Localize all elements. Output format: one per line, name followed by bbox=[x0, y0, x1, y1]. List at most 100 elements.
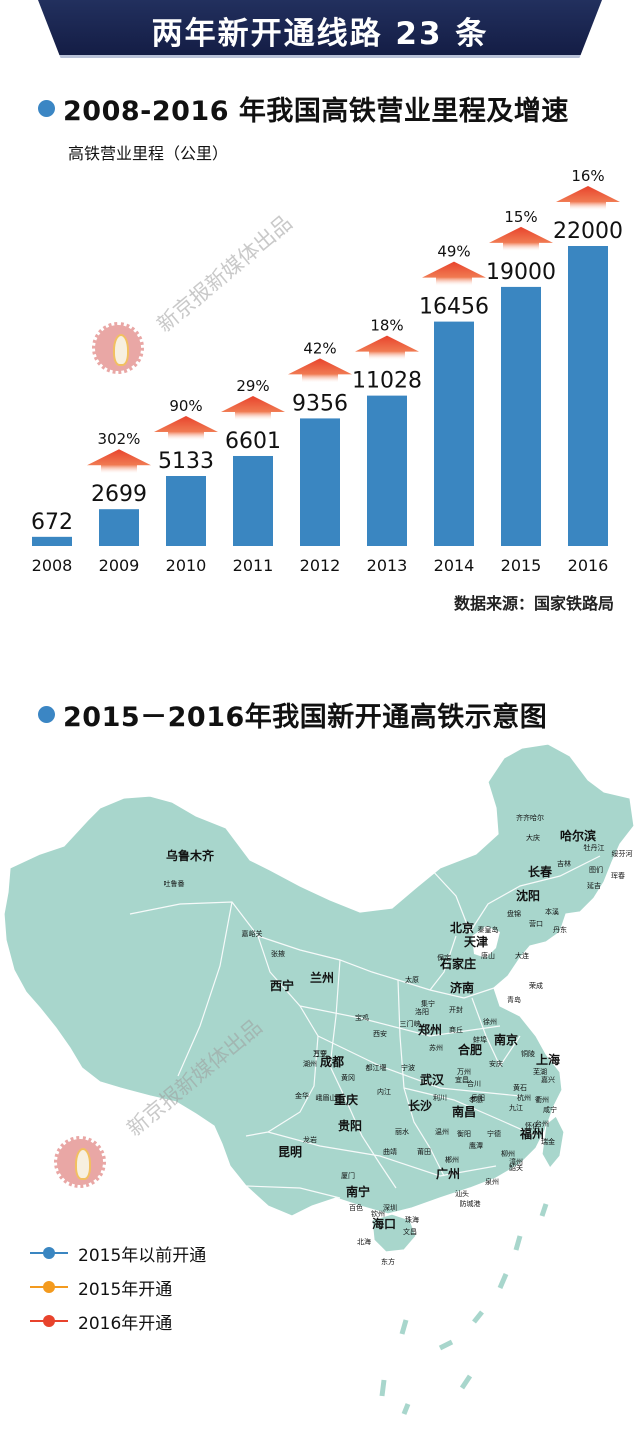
section1-title: 2008-2016 年我国高铁营业里程及增速 bbox=[63, 95, 569, 127]
bar bbox=[166, 476, 206, 546]
growth-arrow-icon bbox=[556, 186, 620, 210]
city-label-major: 南京 bbox=[494, 1032, 518, 1047]
city-label-minor: 大连 bbox=[515, 951, 529, 960]
city-label-minor: 柳州 bbox=[501, 1149, 515, 1158]
city-label-major: 沈阳 bbox=[516, 888, 540, 903]
city-label-minor: 台州 bbox=[535, 1119, 549, 1128]
city-label-minor: 宁德 bbox=[487, 1129, 501, 1138]
city-label-minor: 怀化 bbox=[525, 1121, 539, 1130]
city-label-minor: 嘉兴 bbox=[541, 1075, 555, 1084]
city-label-major: 贵阳 bbox=[338, 1118, 362, 1133]
city-label-major: 北京 bbox=[450, 920, 474, 935]
city-label-major: 合肥 bbox=[458, 1042, 482, 1057]
city-label-minor: 宝鸡 bbox=[355, 1013, 369, 1022]
growth-arrow-icon bbox=[489, 226, 553, 251]
bar-value-label: 5133 bbox=[158, 449, 214, 474]
city-label-minor: 峨眉山 bbox=[316, 1093, 337, 1102]
city-label-minor: 大庆 bbox=[526, 833, 540, 842]
legend-line-icon bbox=[30, 1281, 68, 1293]
legend-dot-icon bbox=[43, 1281, 55, 1293]
city-label-minor: 利川 bbox=[433, 1093, 447, 1102]
growth-rate-label: 49% bbox=[437, 243, 470, 261]
x-tick-label: 2012 bbox=[300, 556, 341, 575]
bullet-dot-icon bbox=[38, 705, 55, 723]
x-tick-label: 2011 bbox=[233, 556, 274, 575]
city-label-minor: 盘锦 bbox=[507, 909, 521, 918]
mileage-bar-chart: 672 2008 2699 2009 302% 5133 2010 90% 6601 2011 29… bbox=[31, 167, 623, 575]
bar-value-label: 11028 bbox=[352, 369, 422, 394]
city-label-minor: 宁波 bbox=[401, 1063, 415, 1072]
city-label-minor: 宜昌 bbox=[455, 1075, 469, 1084]
city-label-minor: 太原 bbox=[405, 975, 419, 984]
publisher-logo-icon bbox=[54, 1136, 106, 1188]
city-label-minor: 万州 bbox=[457, 1068, 471, 1076]
y-axis-unit-label: 高铁营业里程（公里） bbox=[68, 144, 229, 163]
city-label-major: 长沙 bbox=[408, 1098, 432, 1113]
x-tick-label: 2009 bbox=[99, 556, 140, 575]
city-label-minor: 郴州 bbox=[445, 1155, 459, 1164]
city-label-minor: 孝感 bbox=[469, 1095, 483, 1104]
city-label-minor: 图们 bbox=[589, 865, 603, 874]
city-label-minor: 集宁 bbox=[421, 999, 435, 1008]
x-tick-label: 2016 bbox=[568, 556, 609, 575]
city-label-minor: 钦州 bbox=[371, 1209, 385, 1218]
city-label-minor: 绥芬河 bbox=[612, 849, 633, 858]
city-label-minor: 荣成 bbox=[529, 981, 543, 990]
city-label-minor: 牡丹江 bbox=[584, 843, 605, 852]
city-label-minor: 商丘 bbox=[449, 1025, 463, 1034]
growth-rate-label: 16% bbox=[571, 167, 604, 185]
legend-label: 2015年开通 bbox=[78, 1279, 173, 1300]
city-label-minor: 洛阳 bbox=[415, 1007, 429, 1016]
city-label-minor: 温州 bbox=[435, 1127, 449, 1136]
city-label-minor: 黄冈 bbox=[341, 1073, 355, 1082]
section2-header: 2015－2016年我国新开通高铁示意图 bbox=[38, 694, 547, 734]
bar-value-label: 6601 bbox=[225, 429, 281, 454]
banner-background bbox=[38, 0, 602, 58]
city-label-major: 长春 bbox=[528, 864, 553, 879]
growth-rate-label: 90% bbox=[169, 397, 202, 415]
city-label-minor: 三亚 bbox=[313, 1050, 327, 1058]
city-label-major: 乌鲁木齐 bbox=[166, 848, 215, 863]
city-label-minor: 莆田 bbox=[417, 1147, 431, 1156]
map-legend: 2015年以前开通 2015年开通 2016年开通 bbox=[30, 1236, 206, 1338]
banner-title: 两年新开通线路 23 条 bbox=[151, 16, 489, 52]
growth-rate-label: 302% bbox=[98, 430, 141, 448]
city-label-minor: 防城港 bbox=[460, 1199, 481, 1208]
city-label-major: 昆明 bbox=[278, 1145, 302, 1159]
city-label-minor: 安庆 bbox=[489, 1059, 503, 1068]
city-label-minor: 吉林 bbox=[557, 859, 571, 868]
city-label-minor: 齐齐哈尔 bbox=[516, 813, 544, 822]
city-label-minor: 珲春 bbox=[611, 871, 625, 880]
bar bbox=[434, 321, 474, 546]
city-label-major: 南宁 bbox=[346, 1184, 370, 1199]
bohai-sea-shape bbox=[472, 926, 500, 958]
city-label-minor: 铜陵 bbox=[521, 1049, 535, 1058]
city-label-minor: 青岛 bbox=[507, 995, 521, 1004]
city-label-minor: 鹰潭 bbox=[469, 1141, 483, 1150]
bar-value-label: 19000 bbox=[486, 260, 556, 285]
growth-rate-label: 29% bbox=[236, 377, 269, 395]
city-label-minor: 曲靖 bbox=[383, 1147, 397, 1156]
city-label-minor: 蚌埠 bbox=[473, 1035, 487, 1044]
city-label-major: 西宁 bbox=[270, 978, 294, 993]
city-label-major: 重庆 bbox=[334, 1092, 358, 1107]
city-label-minor: 杭州 bbox=[517, 1093, 531, 1102]
publisher-logo-icon bbox=[92, 322, 144, 374]
city-label-minor: 吐鲁番 bbox=[164, 879, 185, 888]
city-label-minor: 徐州 bbox=[483, 1017, 497, 1026]
city-label-minor: 龙岩 bbox=[303, 1135, 317, 1144]
city-label-major: 成都 bbox=[320, 1054, 344, 1069]
city-label-minor: 延吉 bbox=[587, 881, 601, 890]
x-tick-label: 2010 bbox=[166, 556, 207, 575]
city-label-minor: 瑞金 bbox=[541, 1137, 555, 1146]
city-label-minor: 珠海 bbox=[405, 1215, 419, 1224]
bar-value-label: 2699 bbox=[91, 482, 147, 507]
city-label-major: 兰州 bbox=[310, 970, 334, 985]
city-label-major: 南昌 bbox=[452, 1104, 476, 1119]
city-label-minor: 营口 bbox=[529, 919, 543, 928]
city-label-major: 济南 bbox=[450, 980, 474, 995]
city-label-minor: 九江 bbox=[509, 1103, 523, 1112]
city-label-major: 石家庄 bbox=[439, 956, 476, 971]
city-label-minor: 韶关 bbox=[509, 1163, 523, 1172]
